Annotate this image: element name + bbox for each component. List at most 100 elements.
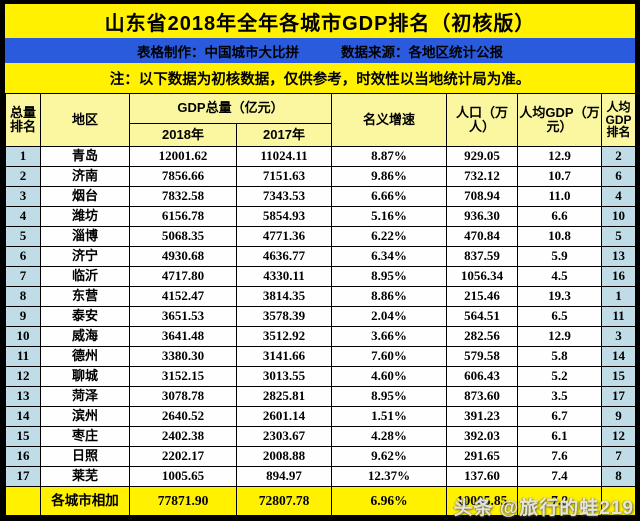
note-text: 注：以下数据为初核数据，仅供参考，时效性以当地统计局为准。 [5,63,635,93]
header-gdp-group: GDP总量（亿元） [128,93,333,124]
cell-per_capita_rank: 2 [601,146,637,167]
cell-rank: 3 [5,186,41,207]
cell-per_capita_gdp: 7.6 [517,446,603,467]
cell-population: 291.65 [446,446,519,467]
table-row: 2 济南 7856.66 7151.63 9.86% 732.12 10.7 6 [5,166,637,187]
cell-gdp_2017: 2303.67 [235,426,333,447]
cell-population: 391.23 [446,406,519,427]
cell-per_capita_gdp: 11.0 [517,186,603,207]
cell-per_capita_rank: 8 [601,466,637,487]
cell-region: 莱芜 [40,466,130,487]
cell-growth: 6.22% [331,226,448,247]
cell-growth: 12.37% [331,466,448,487]
table-row: 16 日照 2202.17 2008.88 9.62% 291.65 7.6 7 [5,446,637,467]
cell-growth: 8.86% [331,286,448,307]
cell-growth: 8.95% [331,386,448,407]
cell-rank: 9 [5,306,41,327]
footer-per_capita_rank [601,486,637,516]
cell-gdp_2018: 12001.62 [129,146,237,167]
cell-per_capita_rank: 1 [601,286,637,307]
cell-gdp_2017: 2825.81 [235,386,333,407]
cell-rank: 2 [5,166,41,187]
cell-rank: 10 [5,326,41,347]
table-row: 9 泰安 3651.53 3578.39 2.04% 564.51 6.5 11 [5,306,637,327]
cell-population: 392.03 [446,426,519,447]
cell-growth: 6.66% [331,186,448,207]
footer-region: 各城市相加 [40,486,130,516]
cell-gdp_2018: 2202.17 [129,446,237,467]
cell-population: 873.60 [446,386,519,407]
cell-growth: 2.04% [331,306,448,327]
cell-growth: 9.62% [331,446,448,467]
table-row: 10 威海 3641.48 3512.92 3.66% 282.56 12.9 3 [5,326,637,347]
cell-per_capita_rank: 17 [601,386,637,407]
table-row: 15 枣庄 2402.38 2303.67 4.28% 392.03 6.1 12 [5,426,637,447]
footer-rank [5,486,41,516]
cell-region: 淄博 [40,226,130,247]
cell-rank: 5 [5,226,41,247]
cell-growth: 6.34% [331,246,448,267]
cell-region: 烟台 [40,186,130,207]
table-row: 3 烟台 7832.58 7343.53 6.66% 708.94 11.0 4 [5,186,637,207]
header-gdp-2018: 2018年 [129,123,237,147]
cell-region: 东营 [40,286,130,307]
cell-gdp_2018: 7856.66 [129,166,237,187]
cell-rank: 15 [5,426,41,447]
cell-rank: 14 [5,406,41,427]
header-per-capita-gdp: 人均GDP（万元） [517,93,603,147]
cell-per_capita_gdp: 19.3 [517,286,603,307]
table-row: 6 济宁 4930.68 4636.77 6.34% 837.59 5.9 13 [5,246,637,267]
cell-per_capita_gdp: 4.5 [517,266,603,287]
cell-gdp_2018: 3651.53 [129,306,237,327]
cell-rank: 4 [5,206,41,227]
cell-per_capita_gdp: 6.6 [517,206,603,227]
table-row: 11 德州 3380.30 3141.66 7.60% 579.58 5.8 14 [5,346,637,367]
table-row: 5 淄博 5068.35 4771.36 6.22% 470.84 10.8 5 [5,226,637,247]
table-row: 13 菏泽 3078.78 2825.81 8.95% 873.60 3.5 17 [5,386,637,407]
cell-per_capita_gdp: 10.7 [517,166,603,187]
cell-per_capita_gdp: 5.8 [517,346,603,367]
cell-gdp_2017: 4636.77 [235,246,333,267]
footer-growth: 6.96% [331,486,448,516]
table-footer-row: 各城市相加 77871.90 72807.78 6.96% 10005.85 7.8 [5,486,637,516]
cell-growth: 3.66% [331,326,448,347]
cell-per_capita_gdp: 10.8 [517,226,603,247]
header-growth: 名义增速 [331,93,448,147]
cell-growth: 1.51% [331,406,448,427]
cell-rank: 12 [5,366,41,387]
footer-population: 10005.85 [446,486,519,516]
cell-rank: 7 [5,266,41,287]
header-rank: 总量排名 [5,93,41,147]
cell-growth: 4.28% [331,426,448,447]
cell-gdp_2017: 4771.36 [235,226,333,247]
cell-per_capita_rank: 7 [601,446,637,467]
cell-per_capita_rank: 14 [601,346,637,367]
cell-gdp_2018: 6156.78 [129,206,237,227]
cell-per_capita_gdp: 7.4 [517,466,603,487]
cell-population: 564.51 [446,306,519,327]
cell-per_capita_rank: 13 [601,246,637,267]
cell-region: 潍坊 [40,206,130,227]
header-per-capita-rank: 人均GDP排名 [601,93,637,147]
cell-gdp_2017: 3814.35 [235,286,333,307]
table-row: 4 潍坊 6156.78 5854.93 5.16% 936.30 6.6 10 [5,206,637,227]
table-row: 1 青岛 12001.62 11024.11 8.87% 929.05 12.9 2 [5,146,637,167]
cell-region: 临沂 [40,266,130,287]
cell-rank: 16 [5,446,41,467]
cell-region: 菏泽 [40,386,130,407]
cell-gdp_2018: 4930.68 [129,246,237,267]
cell-region: 日照 [40,446,130,467]
header-region: 地区 [40,93,130,147]
cell-region: 枣庄 [40,426,130,447]
cell-per_capita_gdp: 6.7 [517,406,603,427]
cell-per_capita_gdp: 12.9 [517,326,603,347]
table-row: 8 东营 4152.47 3814.35 8.86% 215.46 19.3 1 [5,286,637,307]
cell-rank: 17 [5,466,41,487]
cell-gdp_2017: 4330.11 [235,266,333,287]
cell-population: 606.43 [446,366,519,387]
cell-gdp_2017: 894.97 [235,466,333,487]
cell-population: 470.84 [446,226,519,247]
cell-gdp_2017: 3512.92 [235,326,333,347]
meta-source: 数据来源：各地区统计公报 [341,44,503,60]
cell-population: 282.56 [446,326,519,347]
